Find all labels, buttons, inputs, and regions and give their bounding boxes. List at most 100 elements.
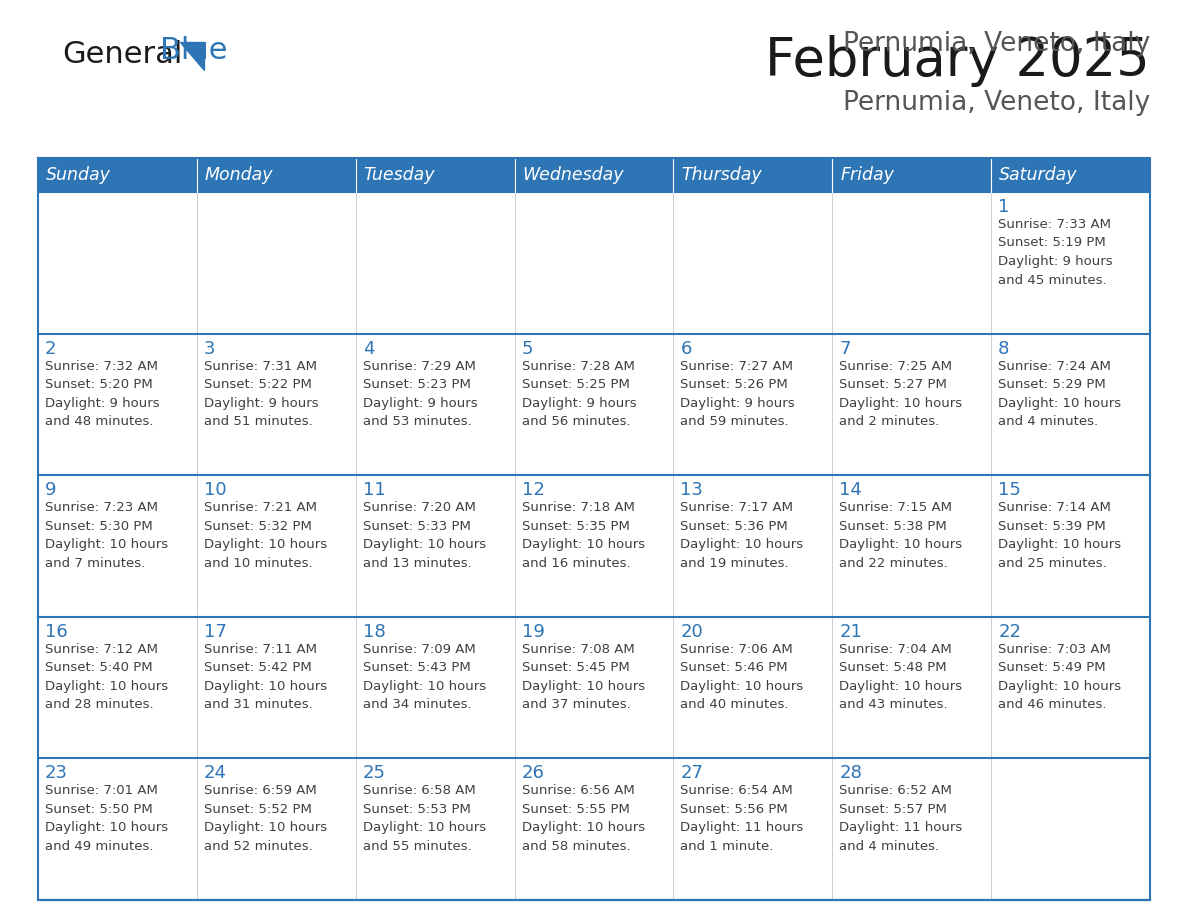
Text: Sunrise: 6:59 AM
Sunset: 5:52 PM
Daylight: 10 hours
and 52 minutes.: Sunrise: 6:59 AM Sunset: 5:52 PM Dayligh… (204, 784, 327, 853)
Bar (38, 192, 197, 333)
Text: 2: 2 (45, 340, 57, 358)
Bar (514, 617, 674, 758)
Bar (197, 758, 355, 900)
Bar (197, 476, 355, 617)
Text: Sunrise: 6:56 AM
Sunset: 5:55 PM
Daylight: 10 hours
and 58 minutes.: Sunrise: 6:56 AM Sunset: 5:55 PM Dayligh… (522, 784, 645, 853)
Bar (38, 158, 197, 192)
Text: Sunrise: 7:20 AM
Sunset: 5:33 PM
Daylight: 10 hours
and 13 minutes.: Sunrise: 7:20 AM Sunset: 5:33 PM Dayligh… (362, 501, 486, 570)
Bar (355, 192, 514, 333)
Text: Sunday: Sunday (46, 166, 110, 184)
Text: Sunrise: 7:01 AM
Sunset: 5:50 PM
Daylight: 10 hours
and 49 minutes.: Sunrise: 7:01 AM Sunset: 5:50 PM Dayligh… (45, 784, 169, 853)
Text: 21: 21 (839, 622, 862, 641)
Bar (674, 192, 833, 333)
Bar (38, 617, 197, 758)
Text: 7: 7 (839, 340, 851, 358)
Text: Sunrise: 7:14 AM
Sunset: 5:39 PM
Daylight: 10 hours
and 25 minutes.: Sunrise: 7:14 AM Sunset: 5:39 PM Dayligh… (998, 501, 1121, 570)
Text: Monday: Monday (204, 166, 273, 184)
Text: 20: 20 (681, 622, 703, 641)
Text: February 2025: February 2025 (765, 35, 1150, 87)
Bar (197, 617, 355, 758)
Text: Sunrise: 7:32 AM
Sunset: 5:20 PM
Daylight: 9 hours
and 48 minutes.: Sunrise: 7:32 AM Sunset: 5:20 PM Dayligh… (45, 360, 159, 428)
Text: Wednesday: Wednesday (523, 166, 624, 184)
Bar (674, 476, 833, 617)
Bar (197, 333, 355, 476)
Text: Sunrise: 7:18 AM
Sunset: 5:35 PM
Daylight: 10 hours
and 16 minutes.: Sunrise: 7:18 AM Sunset: 5:35 PM Dayligh… (522, 501, 645, 570)
Text: Sunrise: 7:27 AM
Sunset: 5:26 PM
Daylight: 9 hours
and 59 minutes.: Sunrise: 7:27 AM Sunset: 5:26 PM Dayligh… (681, 360, 795, 428)
Text: 11: 11 (362, 481, 385, 499)
Text: 22: 22 (998, 622, 1022, 641)
Text: General: General (62, 40, 183, 69)
Text: Sunrise: 7:29 AM
Sunset: 5:23 PM
Daylight: 9 hours
and 53 minutes.: Sunrise: 7:29 AM Sunset: 5:23 PM Dayligh… (362, 360, 478, 428)
Text: 13: 13 (681, 481, 703, 499)
Bar (514, 476, 674, 617)
Text: 16: 16 (45, 622, 68, 641)
Text: Thursday: Thursday (682, 166, 762, 184)
Bar (674, 617, 833, 758)
Text: Friday: Friday (840, 166, 895, 184)
Text: 8: 8 (998, 340, 1010, 358)
Text: Sunrise: 6:54 AM
Sunset: 5:56 PM
Daylight: 11 hours
and 1 minute.: Sunrise: 6:54 AM Sunset: 5:56 PM Dayligh… (681, 784, 803, 853)
Bar (197, 158, 355, 192)
Text: Sunrise: 7:23 AM
Sunset: 5:30 PM
Daylight: 10 hours
and 7 minutes.: Sunrise: 7:23 AM Sunset: 5:30 PM Dayligh… (45, 501, 169, 570)
Text: 10: 10 (204, 481, 227, 499)
Text: 3: 3 (204, 340, 215, 358)
Text: Sunrise: 7:15 AM
Sunset: 5:38 PM
Daylight: 10 hours
and 22 minutes.: Sunrise: 7:15 AM Sunset: 5:38 PM Dayligh… (839, 501, 962, 570)
Bar (833, 192, 991, 333)
Text: 26: 26 (522, 765, 544, 782)
Bar (514, 192, 674, 333)
Bar (355, 333, 514, 476)
Text: 24: 24 (204, 765, 227, 782)
Bar (991, 476, 1150, 617)
Bar (355, 758, 514, 900)
Bar (355, 158, 514, 192)
Text: Sunrise: 7:12 AM
Sunset: 5:40 PM
Daylight: 10 hours
and 28 minutes.: Sunrise: 7:12 AM Sunset: 5:40 PM Dayligh… (45, 643, 169, 711)
Text: 17: 17 (204, 622, 227, 641)
Text: 18: 18 (362, 622, 385, 641)
Text: 14: 14 (839, 481, 862, 499)
Bar (355, 617, 514, 758)
Bar (38, 333, 197, 476)
Text: Sunrise: 7:25 AM
Sunset: 5:27 PM
Daylight: 10 hours
and 2 minutes.: Sunrise: 7:25 AM Sunset: 5:27 PM Dayligh… (839, 360, 962, 428)
Text: 19: 19 (522, 622, 544, 641)
Bar (514, 158, 674, 192)
Text: 23: 23 (45, 765, 68, 782)
Text: 6: 6 (681, 340, 691, 358)
Bar (674, 333, 833, 476)
Text: Sunrise: 7:08 AM
Sunset: 5:45 PM
Daylight: 10 hours
and 37 minutes.: Sunrise: 7:08 AM Sunset: 5:45 PM Dayligh… (522, 643, 645, 711)
Bar (355, 476, 514, 617)
Text: 28: 28 (839, 765, 862, 782)
Bar (833, 333, 991, 476)
Text: Sunrise: 7:03 AM
Sunset: 5:49 PM
Daylight: 10 hours
and 46 minutes.: Sunrise: 7:03 AM Sunset: 5:49 PM Dayligh… (998, 643, 1121, 711)
Text: 9: 9 (45, 481, 57, 499)
Text: Sunrise: 7:04 AM
Sunset: 5:48 PM
Daylight: 10 hours
and 43 minutes.: Sunrise: 7:04 AM Sunset: 5:48 PM Dayligh… (839, 643, 962, 711)
Text: Sunrise: 7:11 AM
Sunset: 5:42 PM
Daylight: 10 hours
and 31 minutes.: Sunrise: 7:11 AM Sunset: 5:42 PM Dayligh… (204, 643, 327, 711)
Text: 12: 12 (522, 481, 544, 499)
Polygon shape (181, 42, 204, 70)
Text: Sunrise: 7:06 AM
Sunset: 5:46 PM
Daylight: 10 hours
and 40 minutes.: Sunrise: 7:06 AM Sunset: 5:46 PM Dayligh… (681, 643, 803, 711)
Bar (514, 758, 674, 900)
Text: 4: 4 (362, 340, 374, 358)
Text: 15: 15 (998, 481, 1020, 499)
Text: Sunrise: 7:21 AM
Sunset: 5:32 PM
Daylight: 10 hours
and 10 minutes.: Sunrise: 7:21 AM Sunset: 5:32 PM Dayligh… (204, 501, 327, 570)
Text: Sunrise: 6:52 AM
Sunset: 5:57 PM
Daylight: 11 hours
and 4 minutes.: Sunrise: 6:52 AM Sunset: 5:57 PM Dayligh… (839, 784, 962, 853)
Text: Pernumia, Veneto, Italy: Pernumia, Veneto, Italy (842, 90, 1150, 116)
Bar (197, 192, 355, 333)
Bar (991, 158, 1150, 192)
Bar (991, 333, 1150, 476)
Bar (991, 758, 1150, 900)
Text: Saturday: Saturday (999, 166, 1078, 184)
Text: Tuesday: Tuesday (364, 166, 435, 184)
Text: Sunrise: 6:58 AM
Sunset: 5:53 PM
Daylight: 10 hours
and 55 minutes.: Sunrise: 6:58 AM Sunset: 5:53 PM Dayligh… (362, 784, 486, 853)
Bar (38, 758, 197, 900)
Bar (674, 158, 833, 192)
Text: 27: 27 (681, 765, 703, 782)
Text: Sunrise: 7:09 AM
Sunset: 5:43 PM
Daylight: 10 hours
and 34 minutes.: Sunrise: 7:09 AM Sunset: 5:43 PM Dayligh… (362, 643, 486, 711)
Bar (38, 476, 197, 617)
Text: Sunrise: 7:17 AM
Sunset: 5:36 PM
Daylight: 10 hours
and 19 minutes.: Sunrise: 7:17 AM Sunset: 5:36 PM Dayligh… (681, 501, 803, 570)
Text: Sunrise: 7:24 AM
Sunset: 5:29 PM
Daylight: 10 hours
and 4 minutes.: Sunrise: 7:24 AM Sunset: 5:29 PM Dayligh… (998, 360, 1121, 428)
Text: Blue: Blue (160, 36, 227, 65)
Text: Pernumia, Veneto, Italy: Pernumia, Veneto, Italy (842, 31, 1150, 57)
Text: Sunrise: 7:28 AM
Sunset: 5:25 PM
Daylight: 9 hours
and 56 minutes.: Sunrise: 7:28 AM Sunset: 5:25 PM Dayligh… (522, 360, 637, 428)
Text: 5: 5 (522, 340, 533, 358)
Bar (833, 758, 991, 900)
